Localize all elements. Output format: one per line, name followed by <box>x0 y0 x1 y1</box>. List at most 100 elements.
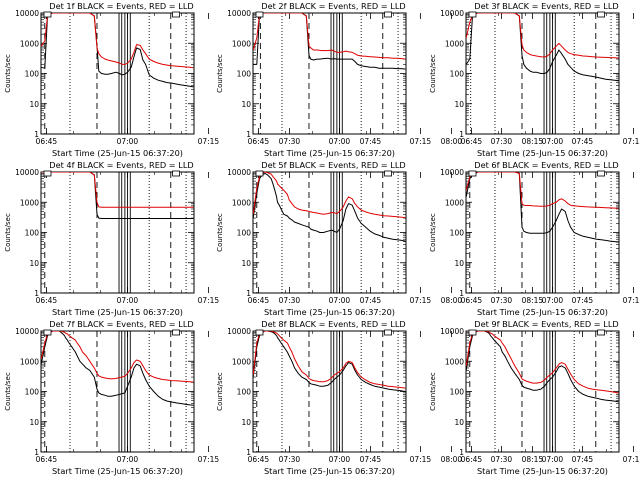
x-tick-label: 06:45 <box>248 296 270 305</box>
y-axis-label: Counts/sec <box>4 372 12 411</box>
y-tick-label: 100 <box>237 388 252 397</box>
y-tick-label: 1000 <box>20 357 39 366</box>
panel-title: Det 1f BLACK = Events, RED = LLD <box>49 1 193 11</box>
y-tick-label: 10000 <box>227 9 251 18</box>
x-tick-label: 07:15 <box>623 137 640 146</box>
detector-panel-9: Det 9f BLACK = Events, RED = LLD Counts/s… <box>429 319 640 476</box>
events-series-line <box>41 13 194 88</box>
lld-series-line <box>253 172 406 219</box>
y-axis-label: Counts/sec <box>429 372 437 411</box>
detector-panel-1: Det 1f BLACK = Events, RED = LLD Counts/s… <box>4 1 543 158</box>
x-tick-label: 07:45 <box>572 455 594 464</box>
x-tick-label: 07:30 <box>491 296 513 305</box>
events-series-line <box>253 172 406 242</box>
x-tick-label: 07:15 <box>410 296 432 305</box>
x-axis-label: Start Time (25-Jun-15 06:37:20) <box>477 148 608 158</box>
corner-marker-box <box>384 11 392 18</box>
x-tick-label: 08:00 <box>441 296 463 305</box>
x-tick-label: 08:00 <box>441 455 463 464</box>
x-axis-label: Start Time (25-Jun-15 06:37:20) <box>52 307 183 317</box>
corner-marker-box <box>597 329 605 336</box>
x-tick-label: 07:00 <box>329 455 351 464</box>
y-tick-label: 1 <box>246 289 251 298</box>
detector-panel-3: Det 3f BLACK = Events, RED = LLD Counts/s… <box>429 1 640 158</box>
y-tick-label: 10 <box>29 418 39 427</box>
y-tick-label: 100 <box>450 388 465 397</box>
y-tick-label: 100 <box>25 70 40 79</box>
events-series-line <box>466 331 619 403</box>
panel-title: Det 6f BLACK = Events, RED = LLD <box>474 160 618 170</box>
y-tick-label: 10000 <box>227 327 251 336</box>
corner-marker-box <box>255 11 264 18</box>
panel-title: Det 9f BLACK = Events, RED = LLD <box>474 319 618 329</box>
y-tick-label: 1000 <box>232 357 251 366</box>
y-tick-label: 1 <box>34 130 39 139</box>
y-axis-label: Counts/sec <box>4 213 12 252</box>
x-tick-label: 06:45 <box>36 137 58 146</box>
y-tick-label: 10 <box>29 100 39 109</box>
x-tick-label: 07:30 <box>491 455 513 464</box>
y-tick-label: 10 <box>29 259 39 268</box>
x-tick-label: 07:15 <box>623 296 640 305</box>
y-tick-label: 100 <box>450 70 465 79</box>
y-axis-label: Counts/sec <box>4 54 12 93</box>
y-tick-label: 1000 <box>20 39 39 48</box>
x-tick-label: 07:30 <box>279 296 301 305</box>
events-series-line <box>466 13 619 82</box>
events-series-line <box>253 13 406 70</box>
lld-series-line <box>466 13 619 59</box>
detector-panel-7: Det 7f BLACK = Events, RED = LLD Counts/s… <box>4 319 543 476</box>
y-tick-label: 100 <box>450 229 465 238</box>
x-tick-label: 06:45 <box>248 137 270 146</box>
x-axis-label: Start Time (25-Jun-15 06:37:20) <box>52 466 183 476</box>
corner-marker-box <box>172 329 180 336</box>
corner-marker-box <box>172 11 180 18</box>
y-tick-label: 100 <box>237 70 252 79</box>
y-tick-label: 10000 <box>440 327 464 336</box>
y-tick-label: 1000 <box>232 39 251 48</box>
panel-title: Det 2f BLACK = Events, RED = LLD <box>261 1 405 11</box>
y-tick-label: 10000 <box>15 168 39 177</box>
x-axis-label: Start Time (25-Jun-15 06:37:20) <box>477 466 608 476</box>
x-tick-label: 07:45 <box>360 137 382 146</box>
y-tick-label: 1 <box>459 448 464 457</box>
lld-series-line <box>466 172 619 209</box>
corner-marker-box <box>468 329 477 336</box>
corner-marker-box <box>468 170 477 177</box>
y-axis-label: Counts/sec <box>216 213 224 252</box>
x-tick-label: 07:00 <box>542 137 564 146</box>
corner-marker-box <box>43 329 52 336</box>
y-tick-label: 10000 <box>15 327 39 336</box>
x-tick-label: 07:00 <box>117 455 139 464</box>
y-tick-label: 1000 <box>232 198 251 207</box>
x-tick-label: 06:45 <box>461 455 483 464</box>
x-tick-label: 07:30 <box>279 137 301 146</box>
x-tick-label: 06:45 <box>461 137 483 146</box>
x-tick-label: 06:45 <box>461 296 483 305</box>
y-tick-label: 100 <box>25 388 40 397</box>
detector-panel-4: Det 4f BLACK = Events, RED = LLD Counts/s… <box>4 160 543 317</box>
corner-marker-box <box>384 170 392 177</box>
x-tick-label: 06:45 <box>248 455 270 464</box>
x-tick-label: 07:45 <box>572 137 594 146</box>
x-tick-label: 07:00 <box>117 137 139 146</box>
y-tick-label: 1000 <box>445 198 464 207</box>
x-tick-label: 08:00 <box>441 137 463 146</box>
x-tick-label: 07:45 <box>572 296 594 305</box>
x-tick-label: 07:15 <box>623 455 640 464</box>
y-tick-label: 1 <box>246 130 251 139</box>
corner-marker-box <box>468 11 477 18</box>
y-axis-label: Counts/sec <box>216 372 224 411</box>
y-tick-label: 1 <box>34 448 39 457</box>
x-tick-label: 07:30 <box>279 455 301 464</box>
detector-panel-8: Det 8f BLACK = Events, RED = LLD Counts/s… <box>216 319 594 476</box>
panel-title: Det 7f BLACK = Events, RED = LLD <box>49 319 193 329</box>
x-tick-label: 07:00 <box>542 455 564 464</box>
corner-marker-box <box>43 11 52 18</box>
lld-series-line <box>253 331 406 389</box>
y-tick-label: 10 <box>241 418 251 427</box>
y-axis-label: Counts/sec <box>429 213 437 252</box>
detector-panel-6: Det 6f BLACK = Events, RED = LLD Counts/s… <box>429 160 640 317</box>
y-tick-label: 1000 <box>445 39 464 48</box>
y-tick-label: 100 <box>237 229 252 238</box>
